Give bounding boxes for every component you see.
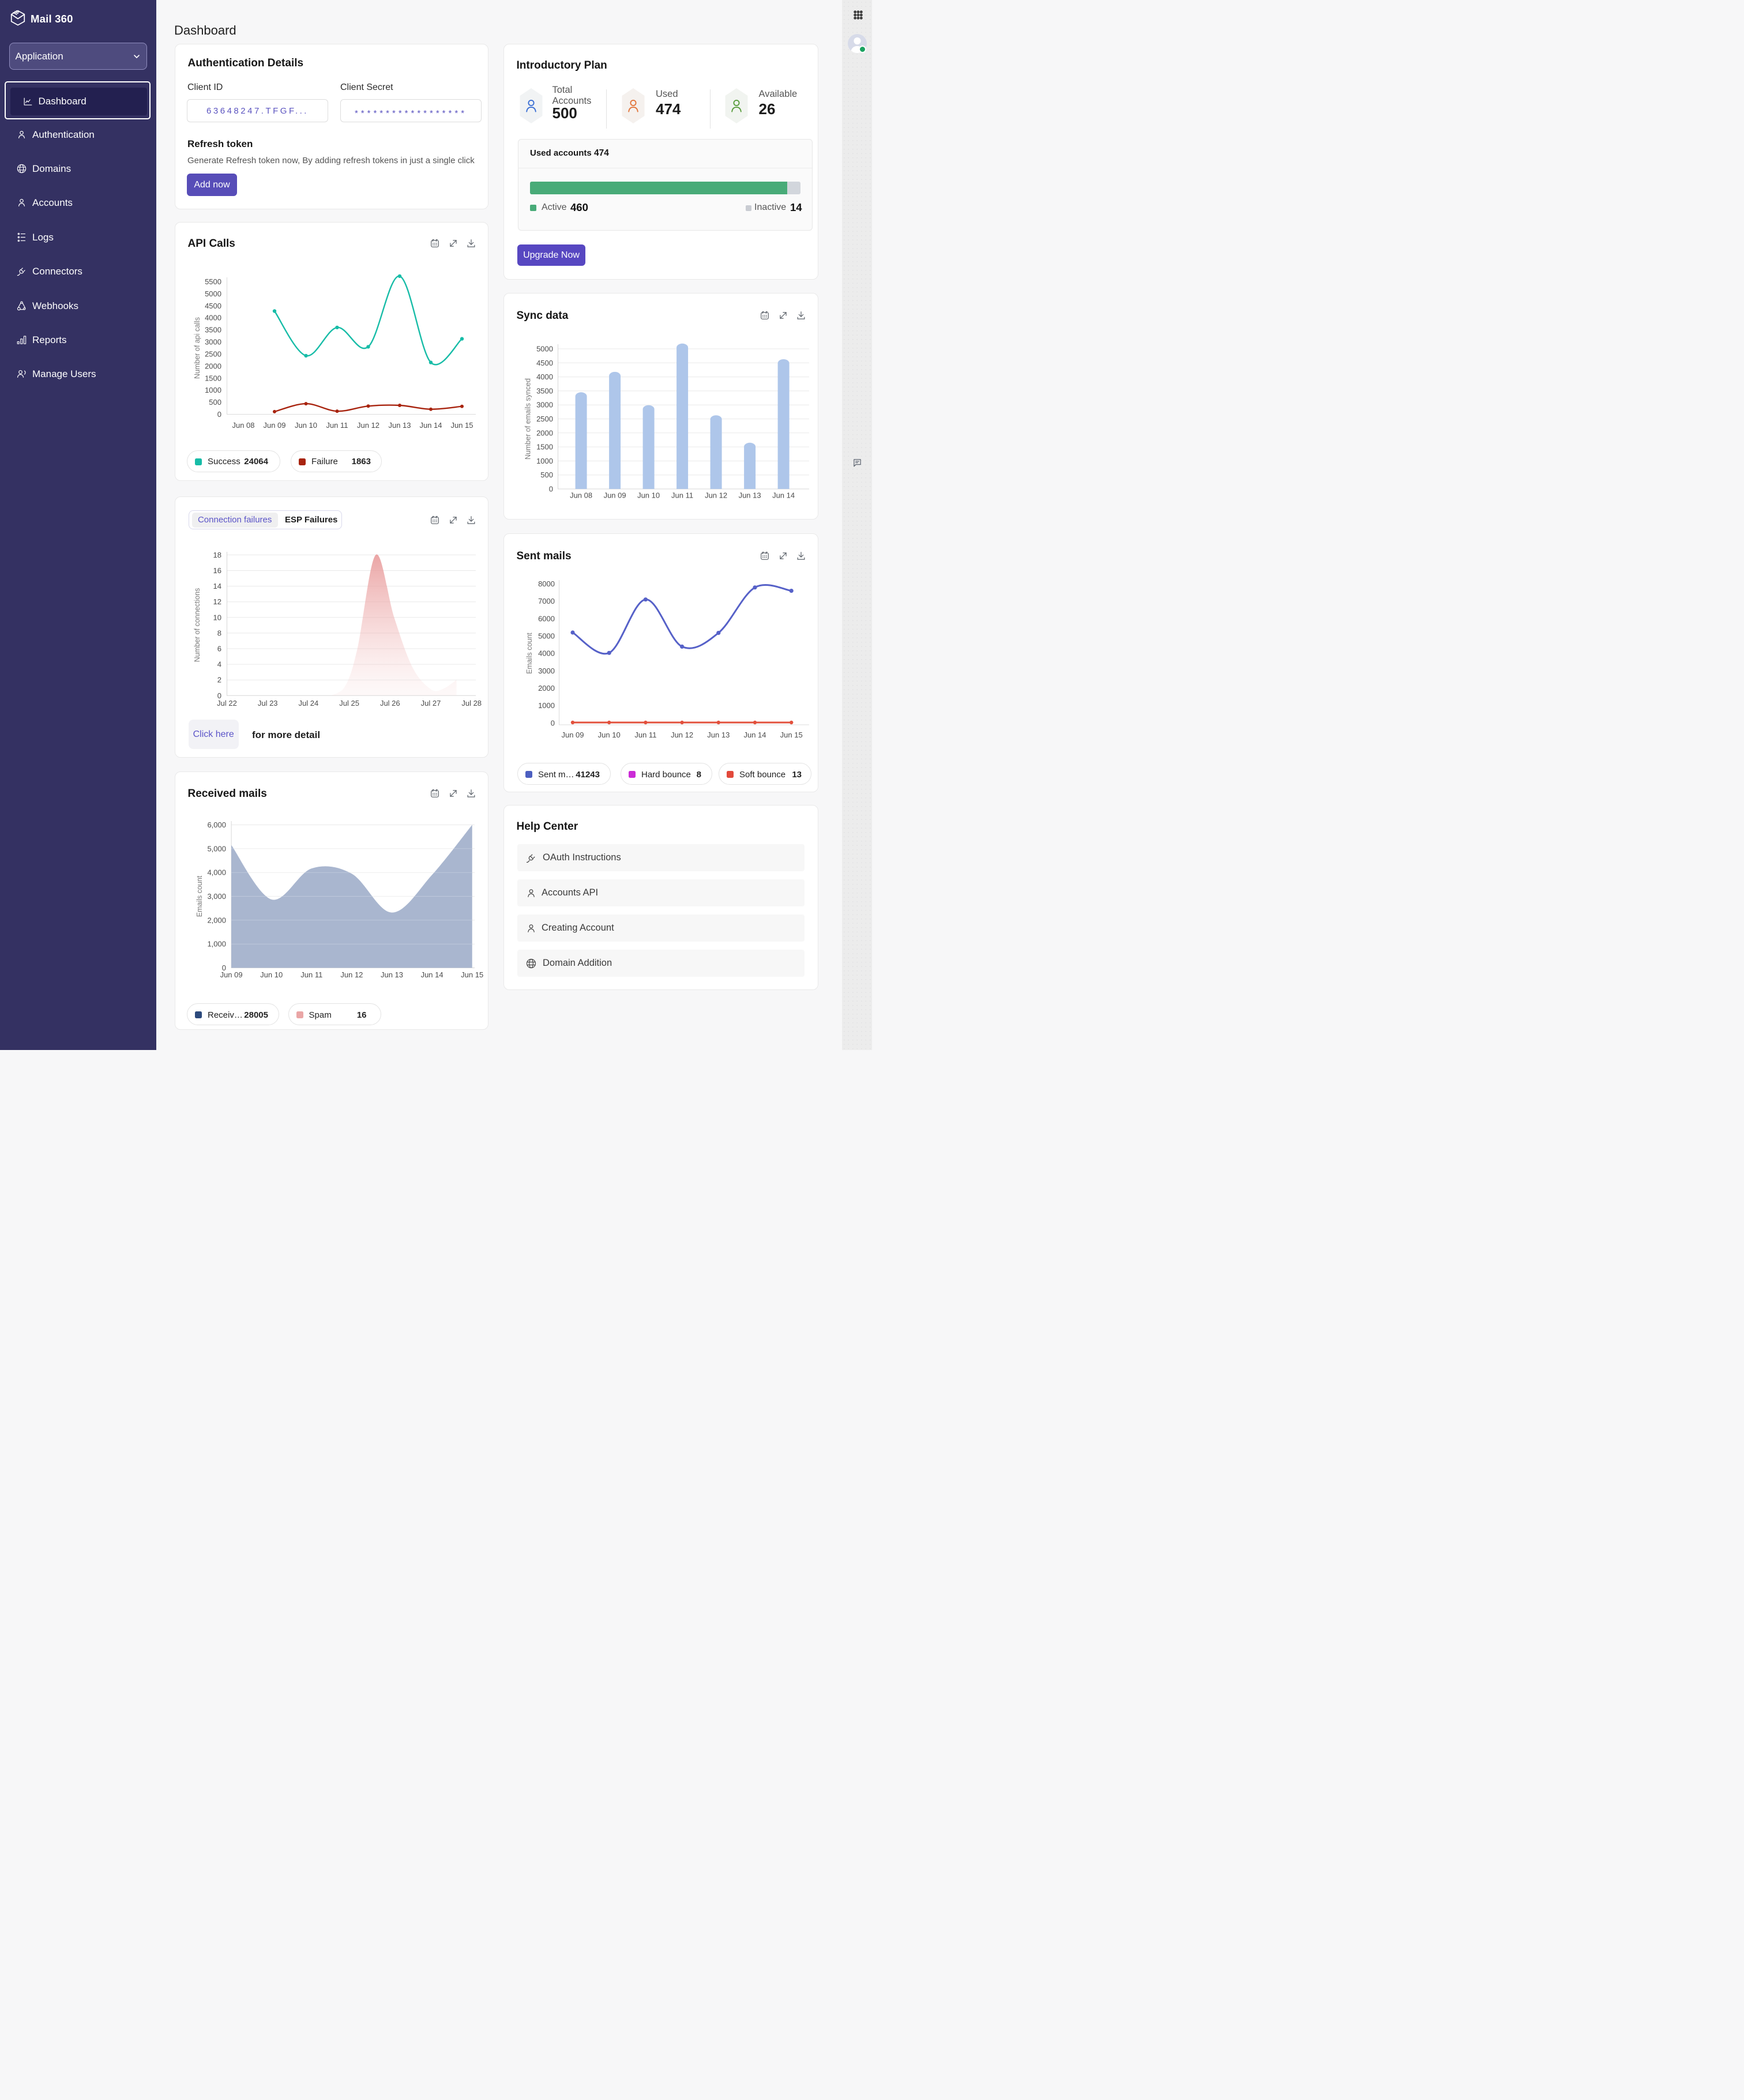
svg-text:7000: 7000 — [538, 597, 555, 605]
svg-text:2500: 2500 — [205, 349, 221, 358]
svg-text:Jul 22: Jul 22 — [217, 699, 237, 707]
svg-text:6: 6 — [217, 644, 221, 653]
svg-text:1000: 1000 — [538, 701, 555, 710]
svg-text:500: 500 — [209, 398, 221, 407]
svg-text:14: 14 — [213, 582, 221, 590]
svg-text:3000: 3000 — [205, 337, 221, 346]
svg-text:0: 0 — [217, 691, 221, 699]
svg-text:Jun 08: Jun 08 — [570, 491, 592, 500]
svg-text:Jun 10: Jun 10 — [637, 491, 660, 500]
svg-text:Jun 11: Jun 11 — [300, 970, 322, 979]
svg-text:Jun 14: Jun 14 — [420, 970, 443, 979]
svg-text:Jul 23: Jul 23 — [257, 699, 277, 707]
svg-text:5,000: 5,000 — [207, 844, 226, 853]
svg-text:0: 0 — [221, 964, 225, 972]
svg-text:4000: 4000 — [205, 313, 221, 322]
svg-text:18: 18 — [213, 550, 221, 559]
svg-text:Jun 09: Jun 09 — [220, 970, 242, 979]
svg-text:Jun 15: Jun 15 — [450, 421, 473, 430]
svg-text:Jun 10: Jun 10 — [597, 731, 620, 739]
svg-text:0: 0 — [217, 410, 221, 419]
svg-text:5000: 5000 — [205, 289, 221, 298]
svg-text:4,000: 4,000 — [207, 868, 226, 876]
svg-text:Jul 27: Jul 27 — [420, 699, 441, 707]
svg-text:2000: 2000 — [538, 684, 555, 693]
svg-text:4000: 4000 — [538, 649, 555, 657]
svg-text:3000: 3000 — [538, 666, 555, 675]
svg-text:2500: 2500 — [536, 415, 553, 423]
svg-text:10: 10 — [213, 613, 221, 622]
svg-text:3500: 3500 — [536, 386, 553, 395]
svg-text:Emails count: Emails count — [525, 632, 533, 673]
svg-text:12: 12 — [213, 597, 221, 606]
svg-text:2000: 2000 — [205, 362, 221, 370]
svg-text:Jun 12: Jun 12 — [705, 491, 727, 500]
svg-text:Jun 10: Jun 10 — [294, 421, 317, 430]
svg-text:Jul 26: Jul 26 — [379, 699, 400, 707]
svg-text:1500: 1500 — [536, 443, 553, 451]
svg-text:16: 16 — [213, 566, 221, 575]
svg-text:0: 0 — [550, 718, 554, 727]
svg-text:Jun 11: Jun 11 — [671, 491, 693, 500]
svg-text:Jun 10: Jun 10 — [260, 970, 283, 979]
svg-text:1,000: 1,000 — [207, 939, 226, 948]
svg-text:Jun 13: Jun 13 — [380, 970, 403, 979]
svg-text:6,000: 6,000 — [207, 821, 226, 829]
svg-text:Jun 12: Jun 12 — [340, 970, 363, 979]
svg-text:Jun 13: Jun 13 — [388, 421, 411, 430]
svg-text:3,000: 3,000 — [207, 892, 226, 901]
svg-text:Jun 09: Jun 09 — [603, 491, 626, 500]
svg-text:Emails count: Emails count — [196, 875, 204, 917]
svg-text:4000: 4000 — [536, 372, 553, 381]
svg-text:1000: 1000 — [536, 457, 553, 465]
svg-text:Jun 13: Jun 13 — [707, 731, 730, 739]
svg-text:2,000: 2,000 — [207, 916, 226, 924]
svg-text:1000: 1000 — [205, 386, 221, 394]
svg-text:Jun 14: Jun 14 — [772, 491, 795, 500]
svg-text:Jun 13: Jun 13 — [738, 491, 761, 500]
svg-text:Jun 09: Jun 09 — [561, 731, 584, 739]
svg-text:2000: 2000 — [536, 428, 553, 437]
svg-text:2: 2 — [217, 675, 221, 684]
svg-text:Jul 28: Jul 28 — [461, 699, 482, 707]
svg-text:Jul 24: Jul 24 — [298, 699, 318, 707]
svg-text:Jun 15: Jun 15 — [461, 970, 483, 979]
svg-text:Jun 11: Jun 11 — [634, 731, 656, 739]
svg-text:500: 500 — [540, 471, 553, 479]
svg-text:4500: 4500 — [536, 359, 553, 367]
svg-text:5000: 5000 — [536, 345, 553, 353]
svg-text:Jun 11: Jun 11 — [326, 421, 348, 430]
svg-text:1500: 1500 — [205, 374, 221, 382]
svg-text:Number of emails synced: Number of emails synced — [524, 378, 532, 460]
svg-text:Jul 25: Jul 25 — [339, 699, 359, 707]
svg-text:4: 4 — [217, 660, 221, 668]
svg-text:Jun 12: Jun 12 — [356, 421, 379, 430]
svg-text:8000: 8000 — [538, 579, 555, 588]
svg-text:6000: 6000 — [538, 614, 555, 623]
svg-text:8: 8 — [217, 629, 221, 637]
svg-text:Jun 09: Jun 09 — [263, 421, 285, 430]
svg-text:Jun 12: Jun 12 — [671, 731, 693, 739]
svg-text:5000: 5000 — [538, 631, 555, 640]
svg-text:Number of api calls: Number of api calls — [193, 317, 201, 379]
svg-text:Jun 14: Jun 14 — [419, 421, 442, 430]
svg-text:5500: 5500 — [205, 277, 221, 286]
svg-text:Jun 08: Jun 08 — [232, 421, 254, 430]
svg-text:Jun 14: Jun 14 — [743, 731, 766, 739]
svg-text:3500: 3500 — [205, 325, 221, 334]
svg-text:Jun 15: Jun 15 — [780, 731, 802, 739]
svg-text:3000: 3000 — [536, 401, 553, 409]
svg-text:Number of connections: Number of connections — [193, 588, 201, 662]
svg-text:0: 0 — [548, 485, 552, 494]
svg-text:4500: 4500 — [205, 301, 221, 310]
